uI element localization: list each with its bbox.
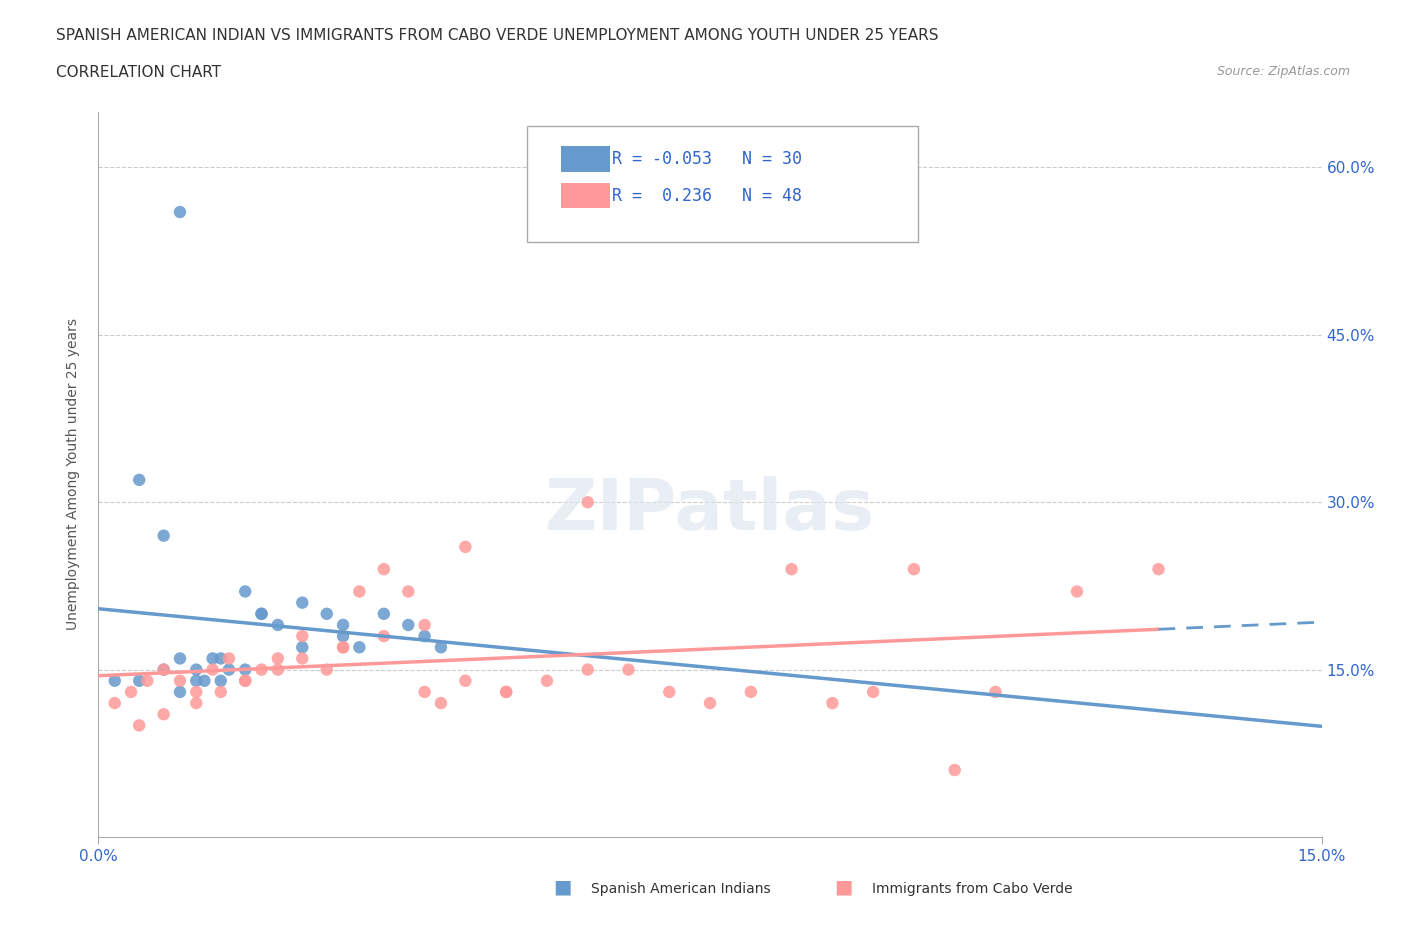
Point bbox=[201, 662, 224, 677]
Point bbox=[233, 673, 256, 688]
Point bbox=[332, 629, 354, 644]
Point bbox=[120, 684, 142, 699]
Text: Spanish American Indians: Spanish American Indians bbox=[591, 882, 770, 896]
Point bbox=[821, 696, 844, 711]
Point bbox=[332, 640, 354, 655]
Point bbox=[780, 562, 803, 577]
Point bbox=[209, 651, 232, 666]
Point bbox=[186, 696, 208, 711]
Text: R = -0.053   N = 30: R = -0.053 N = 30 bbox=[612, 151, 803, 168]
Point bbox=[267, 618, 290, 632]
Text: ■: ■ bbox=[553, 878, 572, 897]
Point bbox=[186, 673, 208, 688]
Point bbox=[169, 673, 191, 688]
Point bbox=[104, 696, 127, 711]
Y-axis label: Unemployment Among Youth under 25 years: Unemployment Among Youth under 25 years bbox=[66, 318, 80, 631]
Point bbox=[373, 562, 395, 577]
Point bbox=[413, 684, 436, 699]
Point bbox=[193, 673, 215, 688]
Text: ZIPatlas: ZIPatlas bbox=[546, 476, 875, 545]
Point bbox=[233, 584, 256, 599]
Point bbox=[201, 651, 224, 666]
Point bbox=[209, 684, 232, 699]
Point bbox=[209, 673, 232, 688]
Point bbox=[943, 763, 966, 777]
Point bbox=[104, 673, 127, 688]
Point bbox=[250, 606, 273, 621]
Point bbox=[862, 684, 884, 699]
Point bbox=[186, 684, 208, 699]
Point bbox=[658, 684, 681, 699]
Text: CORRELATION CHART: CORRELATION CHART bbox=[56, 65, 221, 80]
FancyBboxPatch shape bbox=[561, 182, 610, 208]
Point bbox=[267, 662, 290, 677]
Point bbox=[373, 629, 395, 644]
Point bbox=[576, 495, 599, 510]
Point bbox=[169, 205, 191, 219]
Text: Immigrants from Cabo Verde: Immigrants from Cabo Verde bbox=[872, 882, 1073, 896]
Text: ■: ■ bbox=[834, 878, 853, 897]
Point bbox=[291, 651, 314, 666]
Point bbox=[250, 606, 273, 621]
Point bbox=[218, 651, 240, 666]
Text: Source: ZipAtlas.com: Source: ZipAtlas.com bbox=[1216, 65, 1350, 78]
Point bbox=[413, 618, 436, 632]
Point bbox=[291, 640, 314, 655]
Point bbox=[413, 629, 436, 644]
Text: SPANISH AMERICAN INDIAN VS IMMIGRANTS FROM CABO VERDE UNEMPLOYMENT AMONG YOUTH U: SPANISH AMERICAN INDIAN VS IMMIGRANTS FR… bbox=[56, 28, 939, 43]
Point bbox=[169, 651, 191, 666]
Point bbox=[1066, 584, 1088, 599]
Point bbox=[169, 684, 191, 699]
Point bbox=[617, 662, 640, 677]
Point bbox=[1147, 562, 1170, 577]
Point bbox=[454, 673, 477, 688]
Point bbox=[373, 606, 395, 621]
Point bbox=[186, 662, 208, 677]
Point bbox=[267, 651, 290, 666]
Point bbox=[128, 673, 150, 688]
FancyBboxPatch shape bbox=[526, 126, 918, 242]
Point bbox=[454, 539, 477, 554]
Point bbox=[984, 684, 1007, 699]
Point bbox=[430, 640, 453, 655]
Point bbox=[128, 472, 150, 487]
Point bbox=[152, 662, 174, 677]
Point bbox=[349, 584, 371, 599]
Point bbox=[495, 684, 517, 699]
Point bbox=[740, 684, 762, 699]
FancyBboxPatch shape bbox=[561, 146, 610, 172]
Point bbox=[349, 640, 371, 655]
Point bbox=[128, 718, 150, 733]
Point bbox=[430, 696, 453, 711]
Point bbox=[315, 606, 337, 621]
Point bbox=[332, 640, 354, 655]
Text: R =  0.236   N = 48: R = 0.236 N = 48 bbox=[612, 187, 803, 205]
Point bbox=[903, 562, 925, 577]
Point bbox=[152, 528, 174, 543]
Point bbox=[495, 684, 517, 699]
Point bbox=[152, 707, 174, 722]
Point bbox=[699, 696, 721, 711]
Point bbox=[396, 584, 419, 599]
Point bbox=[576, 662, 599, 677]
Point bbox=[315, 662, 337, 677]
Point bbox=[291, 629, 314, 644]
Point bbox=[250, 662, 273, 677]
Point bbox=[233, 662, 256, 677]
Point bbox=[218, 662, 240, 677]
Point bbox=[396, 618, 419, 632]
Point bbox=[332, 618, 354, 632]
Point bbox=[136, 673, 159, 688]
Point bbox=[233, 673, 256, 688]
Point bbox=[536, 673, 558, 688]
Point bbox=[291, 595, 314, 610]
Point bbox=[152, 662, 174, 677]
